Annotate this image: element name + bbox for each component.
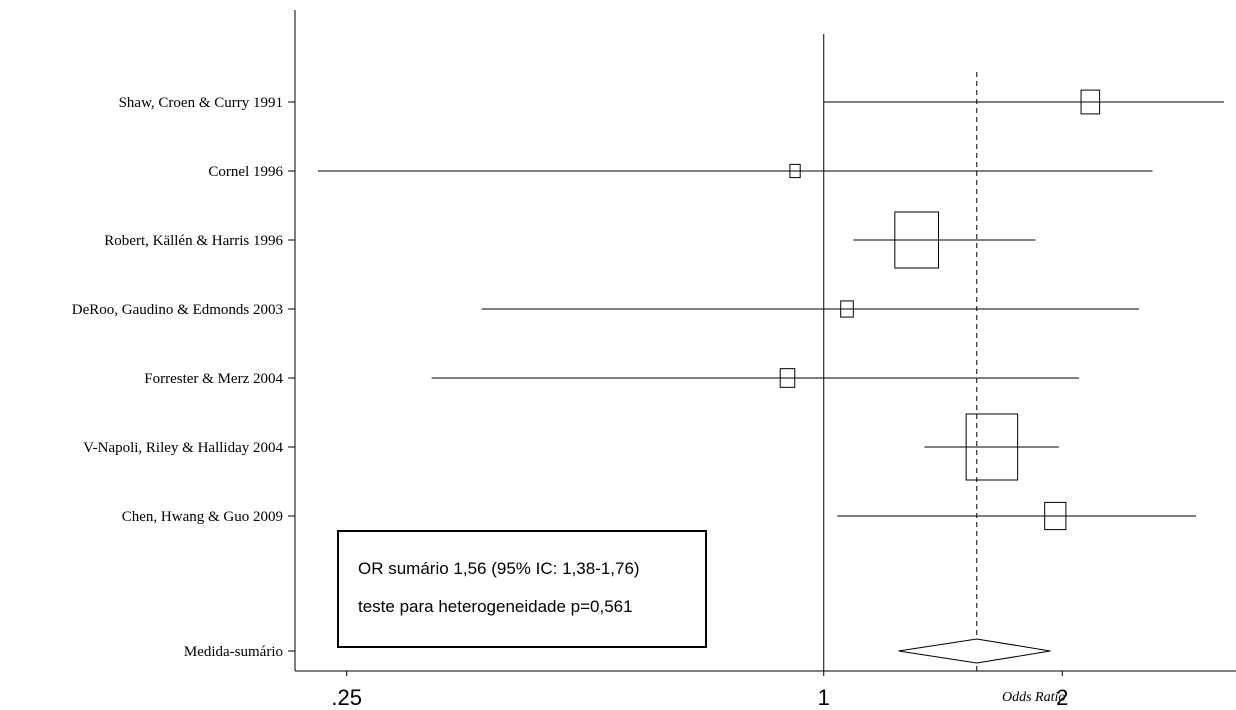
summary-annotation-box: OR sumário 1,56 (95% IC: 1,38-1,76) test…	[337, 530, 707, 648]
study-point-estimate	[894, 211, 940, 269]
annotation-frame	[337, 530, 707, 648]
summary-label: Medida-sumário	[184, 644, 283, 660]
annotation-line-1: OR sumário 1,56 (95% IC: 1,38-1,76)	[358, 559, 640, 578]
study-estimates	[318, 89, 1224, 664]
study-point-estimate	[1080, 89, 1101, 115]
x-axis-ticks: .25 1 2	[331, 671, 1068, 710]
study-point-estimate	[1044, 501, 1067, 531]
reference-lines	[823, 34, 978, 671]
study-label: V-Napoli, Riley & Halliday 2004	[83, 440, 283, 456]
study-label: Chen, Hwang & Guo 2009	[122, 509, 283, 525]
study-labels: Shaw, Croen & Curry 1991 Cornel 1996 Rober…	[72, 95, 295, 660]
study-point-estimate	[789, 163, 801, 179]
study-point-estimate	[965, 413, 1019, 481]
study-label: Robert, Källén & Harris 1996	[104, 233, 283, 249]
x-tick-label: .25	[331, 685, 362, 710]
study-point-estimate	[779, 368, 796, 388]
study-point-estimate	[840, 300, 854, 318]
study-label: DeRoo, Gaudino & Edmonds 2003	[72, 302, 283, 318]
x-tick-label: 1	[818, 685, 830, 710]
study-label: Cornel 1996	[208, 164, 283, 180]
study-label: Forrester & Merz 2004	[144, 371, 283, 387]
x-tick-label: 2	[1056, 685, 1068, 710]
x-axis-title: Odds Ratio	[1002, 690, 1065, 705]
study-label: Shaw, Croen & Curry 1991	[119, 95, 283, 111]
axes	[294, 10, 1236, 672]
summary-diamond	[898, 638, 1051, 664]
annotation-line-2: teste para heterogeneidade p=0,561	[358, 597, 633, 616]
